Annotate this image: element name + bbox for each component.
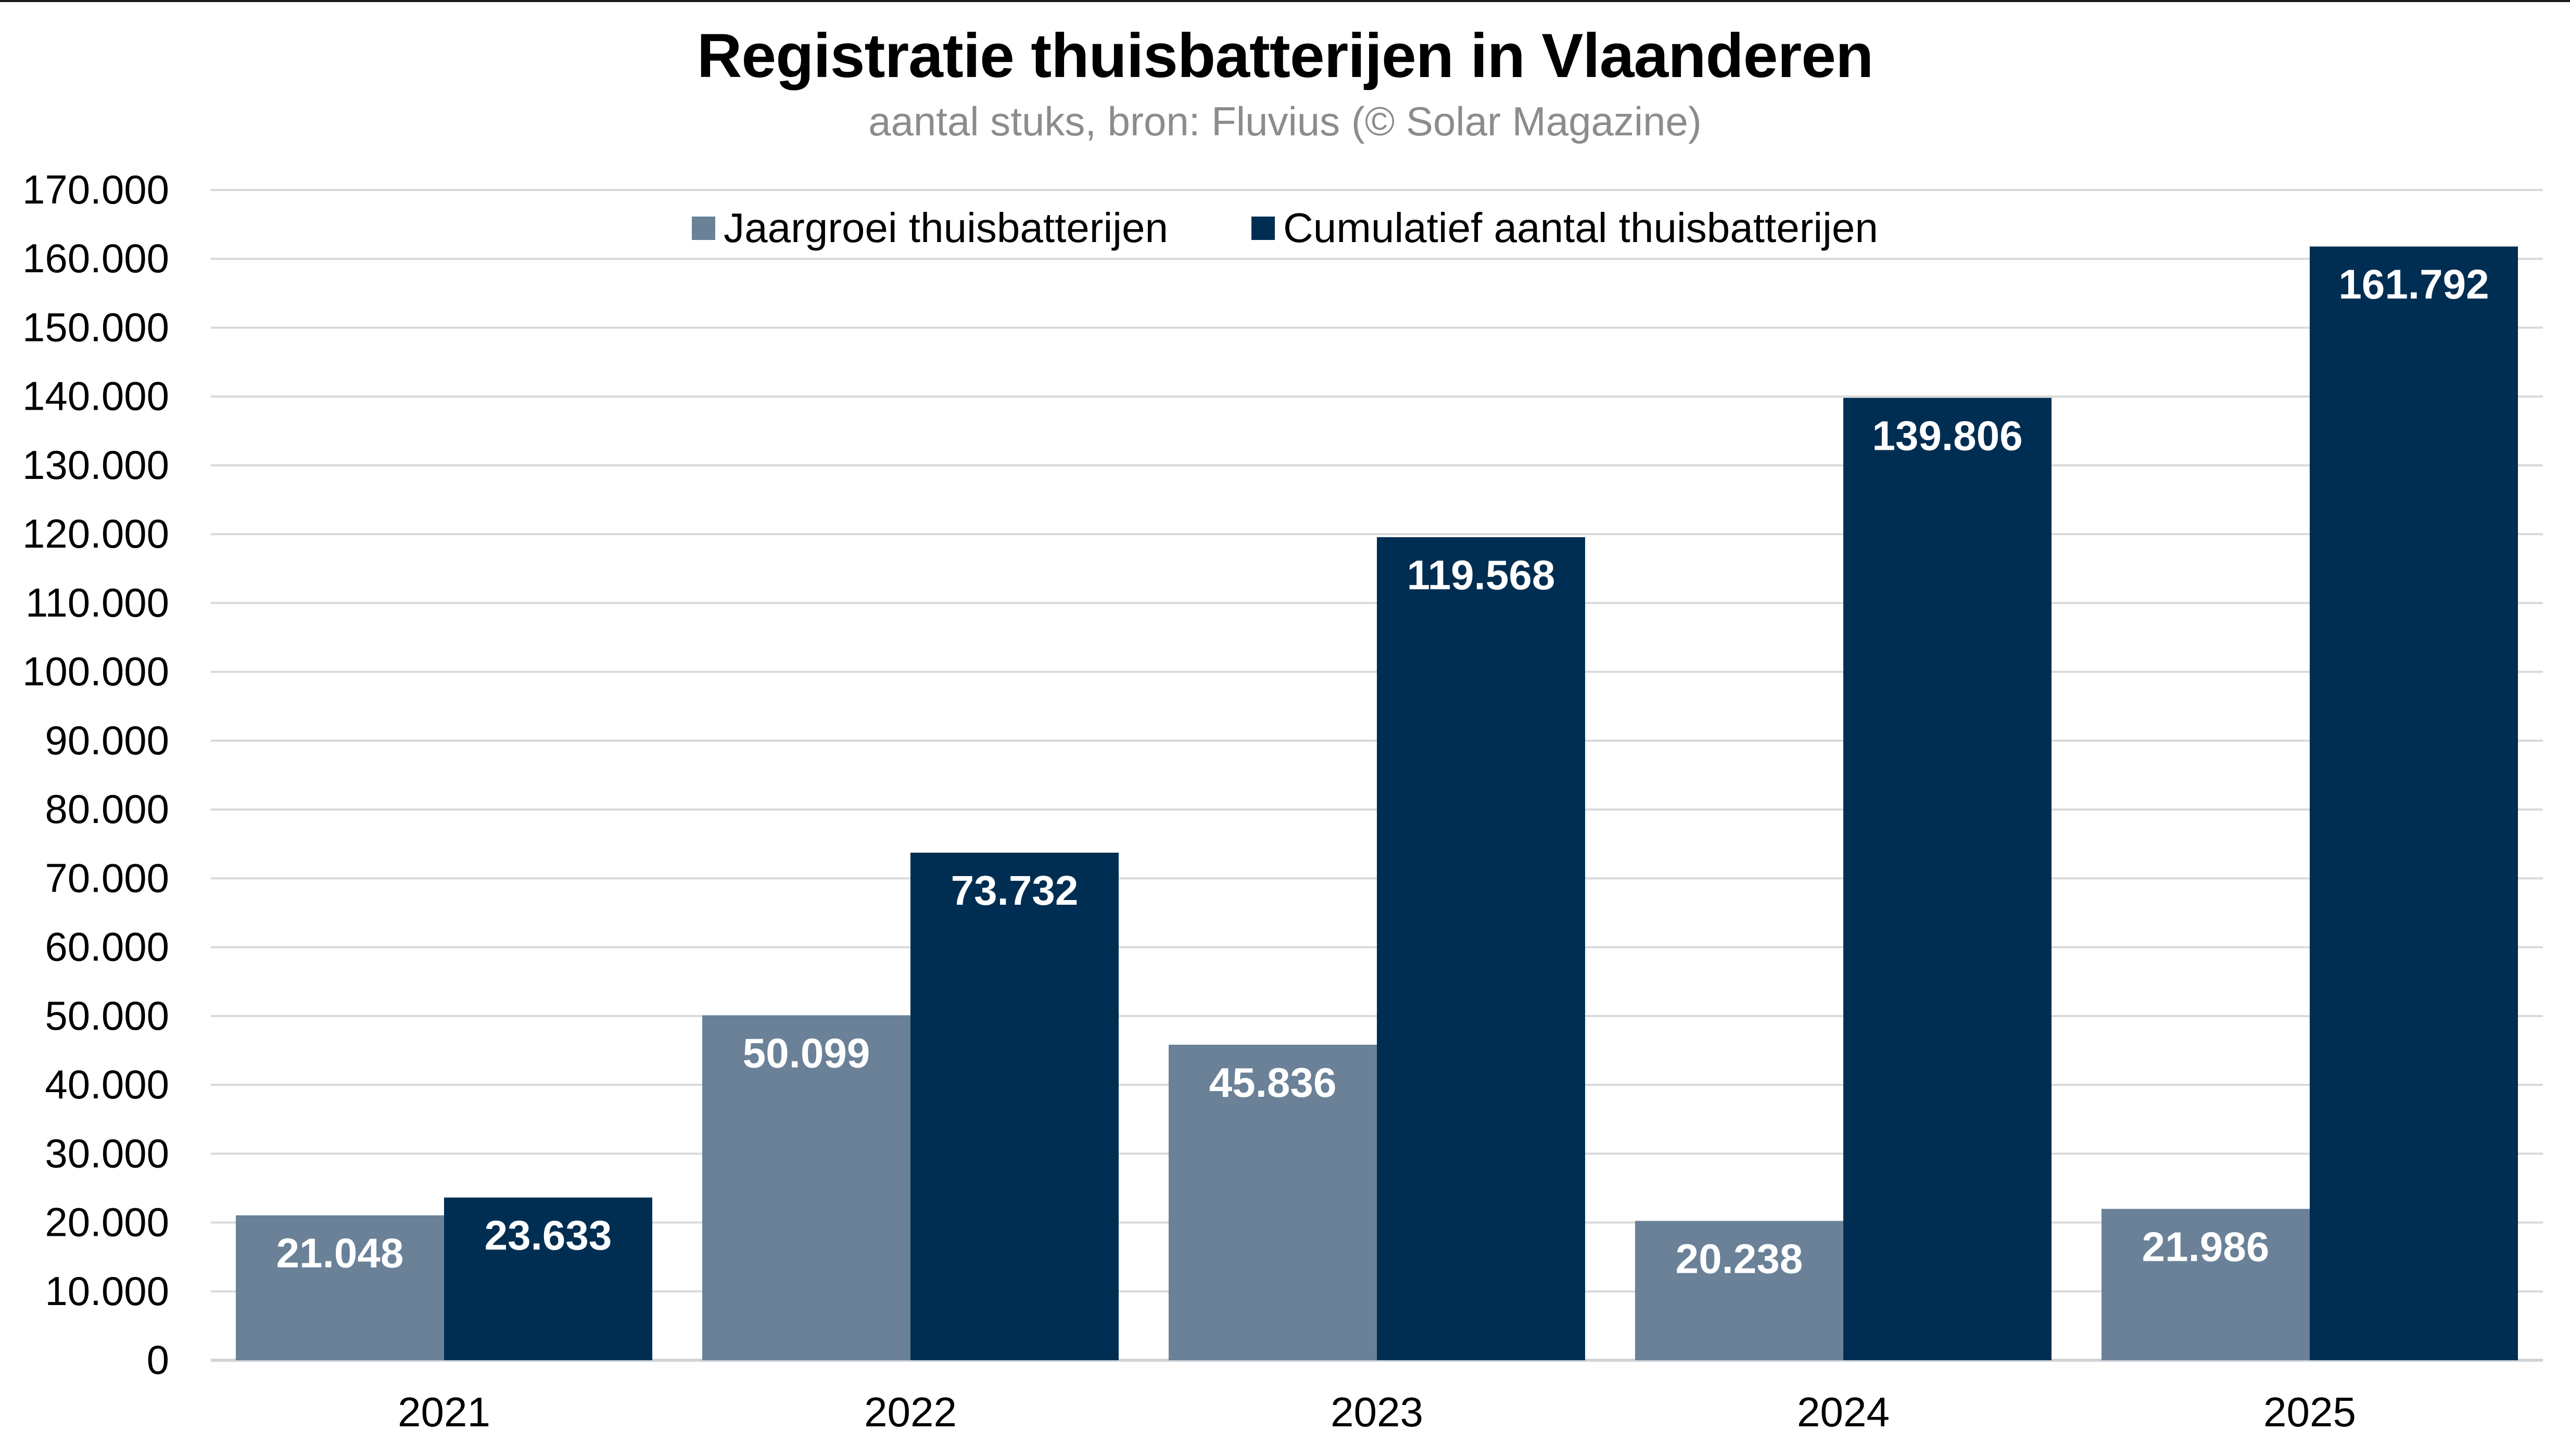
- x-tick-label: 2025: [2263, 1389, 2356, 1435]
- data-label: 139.806: [1872, 412, 2022, 459]
- y-tick-label: 0: [147, 1337, 169, 1383]
- bar-cumulatief-2025: [2310, 246, 2518, 1360]
- chart-subtitle: aantal stuks, bron: Fluvius (© Solar Mag…: [868, 98, 1702, 144]
- y-tick-label: 50.000: [45, 993, 169, 1039]
- data-label: 21.048: [276, 1230, 404, 1276]
- data-label: 50.099: [743, 1030, 870, 1077]
- y-tick-label: 90.000: [45, 717, 169, 763]
- legend-item-cumulatief[interactable]: Cumulatief aantal thuisbatterijen: [1251, 204, 1878, 252]
- x-tick-label: 2023: [1331, 1389, 1423, 1435]
- x-tick-label: 2021: [398, 1389, 490, 1435]
- data-label: 45.836: [1209, 1059, 1337, 1106]
- data-label: 119.568: [1407, 552, 1555, 598]
- y-tick-label: 150.000: [22, 304, 169, 350]
- bar-cumulatief-2023: [1377, 537, 1585, 1360]
- data-label: 21.986: [2142, 1223, 2270, 1270]
- chart-legend: Jaargroei thuisbatterijen Cumulatief aan…: [0, 204, 2570, 252]
- y-tick-label: 160.000: [22, 235, 169, 281]
- legend-item-jaargroei[interactable]: Jaargroei thuisbatterijen: [692, 204, 1168, 252]
- legend-label-jaargroei: Jaargroei thuisbatterijen: [724, 205, 1168, 251]
- x-axis-tick-labels: 2021 2022 2023 2024 2025: [398, 1389, 2356, 1435]
- y-tick-label: 130.000: [22, 442, 169, 488]
- bar-cumulatief-2022: [910, 853, 1119, 1360]
- legend-swatch-cumulatief: [1251, 216, 1275, 240]
- data-label: 73.732: [951, 867, 1079, 914]
- bar-cumulatief-2021: [444, 1197, 652, 1360]
- bar-jaargroei-2021: [236, 1215, 444, 1360]
- bar-jaargroei-2025: [2101, 1209, 2310, 1360]
- y-axis-tick-labels: 0 10.000 20.000 30.000 40.000 50.000 60.000 70.…: [22, 167, 169, 1383]
- legend-label-cumulatief: Cumulatief aantal thuisbatterijen: [1283, 205, 1878, 251]
- y-tick-label: 60.000: [45, 924, 169, 970]
- legend-swatch-jaargroei: [692, 216, 716, 240]
- bar-jaargroei-2024: [1635, 1221, 1843, 1360]
- bars: [236, 246, 2518, 1360]
- y-tick-label: 10.000: [45, 1268, 169, 1314]
- chart-title: Registratie thuisbatterijen in Vlaandere…: [697, 21, 1874, 91]
- y-tick-label: 40.000: [45, 1061, 169, 1107]
- data-labels: 21.048 23.633 50.099 73.732 45.836 119.568 20.…: [276, 261, 2489, 1282]
- data-label: 23.633: [485, 1212, 612, 1258]
- y-tick-label: 120.000: [22, 511, 169, 556]
- data-label: 20.238: [1676, 1235, 1803, 1282]
- y-tick-label: 140.000: [22, 373, 169, 419]
- bar-jaargroei-2022: [702, 1015, 910, 1360]
- data-label: 161.792: [2338, 261, 2489, 308]
- x-tick-label: 2024: [1797, 1389, 1890, 1435]
- bar-cumulatief-2024: [1843, 398, 2052, 1360]
- y-tick-label: 170.000: [22, 167, 169, 212]
- y-tick-label: 70.000: [45, 855, 169, 901]
- y-tick-label: 100.000: [22, 649, 169, 694]
- y-tick-label: 20.000: [45, 1199, 169, 1245]
- bar-jaargroei-2023: [1169, 1044, 1377, 1360]
- y-tick-label: 80.000: [45, 786, 169, 832]
- y-tick-label: 30.000: [45, 1130, 169, 1176]
- top-border-line: [0, 0, 2570, 2]
- y-tick-label: 110.000: [26, 579, 169, 625]
- x-tick-label: 2022: [864, 1389, 957, 1435]
